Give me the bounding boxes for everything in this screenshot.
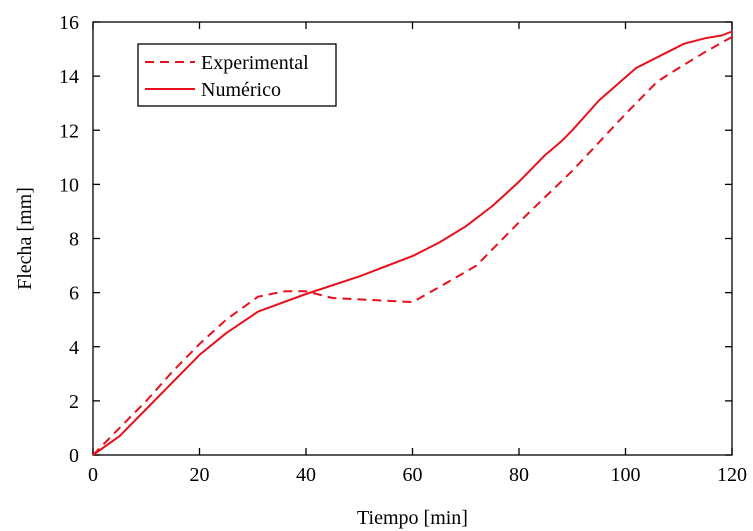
x-axis-title: Tiempo [min] <box>357 507 468 529</box>
x-tick-label: 40 <box>296 464 316 486</box>
legend-label: Numérico <box>201 79 281 101</box>
y-tick-label: 4 <box>69 337 79 359</box>
x-tick-label: 100 <box>611 464 641 486</box>
series-line-experimental <box>92 36 733 456</box>
legend-label: Experimental <box>201 52 309 74</box>
series-line-numerico <box>92 30 733 456</box>
y-tick-label: 10 <box>59 174 79 196</box>
x-tick-label: 0 <box>88 464 98 486</box>
x-tick-label: 20 <box>190 464 210 486</box>
y-tick-label: 6 <box>69 283 79 305</box>
y-tick-label: 16 <box>59 12 79 34</box>
x-tick-label: 60 <box>403 464 423 486</box>
legend-box <box>137 43 337 107</box>
y-tick-label: 0 <box>69 445 79 467</box>
y-tick-label: 14 <box>59 66 79 88</box>
y-tick-label: 8 <box>69 229 79 251</box>
x-tick-label: 80 <box>509 464 529 486</box>
y-axis-title: Flecha [mm] <box>14 187 36 290</box>
y-tick-label: 2 <box>69 391 79 413</box>
x-tick-label: 120 <box>717 464 747 486</box>
y-tick-label: 12 <box>59 120 79 142</box>
